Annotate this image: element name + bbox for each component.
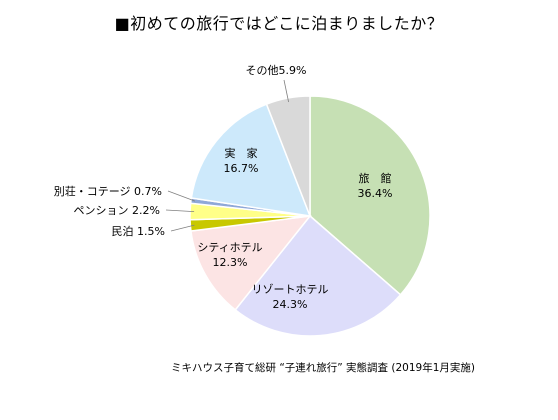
slice-value-label: 36.4% <box>358 187 393 200</box>
pie-slice <box>309 95 431 296</box>
slice-label: 別荘・コテージ 0.7% <box>54 185 162 198</box>
pie-slice <box>190 103 312 217</box>
slice-label: 民泊 1.5% <box>112 225 165 238</box>
slice-value-label: 12.3% <box>213 256 248 269</box>
pie-slices <box>189 95 431 337</box>
slice-name-label: シティホテル <box>197 241 262 254</box>
slice-label: その他5.9% <box>246 64 307 77</box>
leader-lines <box>165 79 289 232</box>
pie-slice <box>234 214 402 337</box>
slice-name-label: 旅 館 <box>359 171 392 185</box>
slice-name-label: リゾートホテル <box>252 283 329 296</box>
slice-labels: 旅 館 36.4% リゾートホテル 24.3% シティホテル 12.3% 民泊 1.5% ペン… <box>54 64 393 311</box>
slice-name-label: 実 家 <box>225 146 258 160</box>
source-footnote: ミキハウス子育て総研 “子連れ旅行” 実態調査 (2019年1月実施) <box>171 362 475 374</box>
pie-slice <box>190 215 312 311</box>
leader-line <box>165 209 195 212</box>
leader-line <box>167 190 196 202</box>
leader-line <box>170 224 195 232</box>
leader-line <box>283 79 289 103</box>
slice-value-label: 24.3% <box>273 298 308 311</box>
slice-label: ペンション 2.2% <box>74 204 160 217</box>
chart-title: ■初めての旅行ではどこに泊まりましたか？ <box>114 14 444 33</box>
slice-value-label: 16.7% <box>224 162 259 175</box>
